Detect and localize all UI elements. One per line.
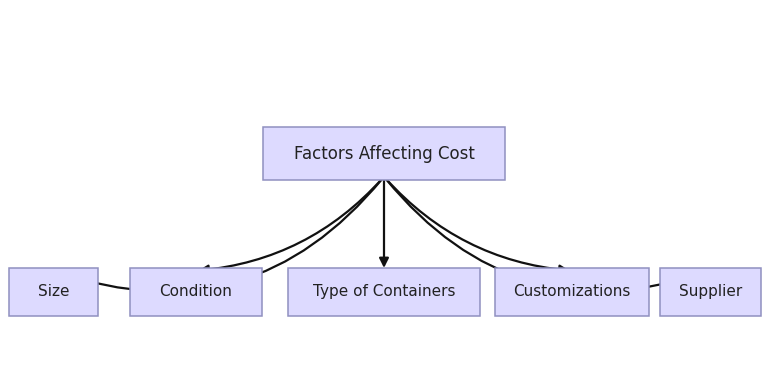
FancyBboxPatch shape — [263, 127, 505, 180]
FancyBboxPatch shape — [130, 268, 261, 316]
FancyBboxPatch shape — [495, 268, 649, 316]
Text: Factors Affecting Cost: Factors Affecting Cost — [293, 145, 475, 162]
FancyBboxPatch shape — [287, 268, 481, 316]
Text: Supplier: Supplier — [679, 284, 742, 300]
FancyBboxPatch shape — [660, 268, 760, 316]
Text: Customizations: Customizations — [514, 284, 631, 300]
Text: Type of Containers: Type of Containers — [313, 284, 455, 300]
FancyBboxPatch shape — [9, 268, 98, 316]
Text: Size: Size — [38, 284, 70, 300]
Text: Condition: Condition — [160, 284, 232, 300]
